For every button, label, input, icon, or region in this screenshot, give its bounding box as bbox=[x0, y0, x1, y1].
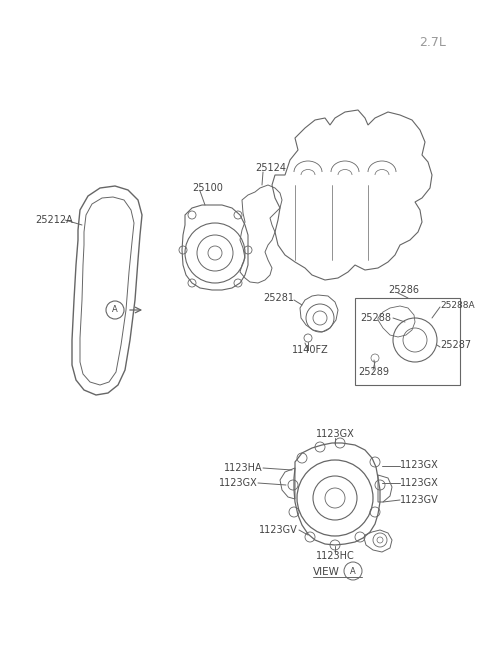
Text: 25212A: 25212A bbox=[35, 215, 73, 225]
Text: 1123GV: 1123GV bbox=[259, 525, 298, 535]
Text: 1123HA: 1123HA bbox=[224, 463, 263, 473]
Text: 25288: 25288 bbox=[360, 313, 391, 323]
Text: 2.7L: 2.7L bbox=[419, 35, 446, 48]
Text: 1123HC: 1123HC bbox=[316, 551, 354, 561]
Text: 25286: 25286 bbox=[388, 285, 419, 295]
Text: 1123GV: 1123GV bbox=[400, 495, 439, 505]
Bar bbox=[355, 298, 460, 385]
Text: A: A bbox=[112, 305, 118, 314]
Text: 25100: 25100 bbox=[192, 183, 223, 193]
Text: 25289: 25289 bbox=[358, 367, 389, 377]
Text: 1123GX: 1123GX bbox=[219, 478, 258, 488]
Text: 25288A: 25288A bbox=[440, 301, 475, 310]
Text: 1140FZ: 1140FZ bbox=[292, 345, 329, 355]
Text: 25287: 25287 bbox=[440, 340, 471, 350]
Text: 1123GX: 1123GX bbox=[400, 478, 439, 488]
Text: A: A bbox=[350, 567, 356, 576]
Text: 25124: 25124 bbox=[255, 163, 286, 173]
Text: 25281: 25281 bbox=[263, 293, 294, 303]
Text: 1123GX: 1123GX bbox=[400, 460, 439, 470]
Text: 1123GX: 1123GX bbox=[316, 429, 354, 439]
Text: VIEW: VIEW bbox=[313, 567, 340, 577]
